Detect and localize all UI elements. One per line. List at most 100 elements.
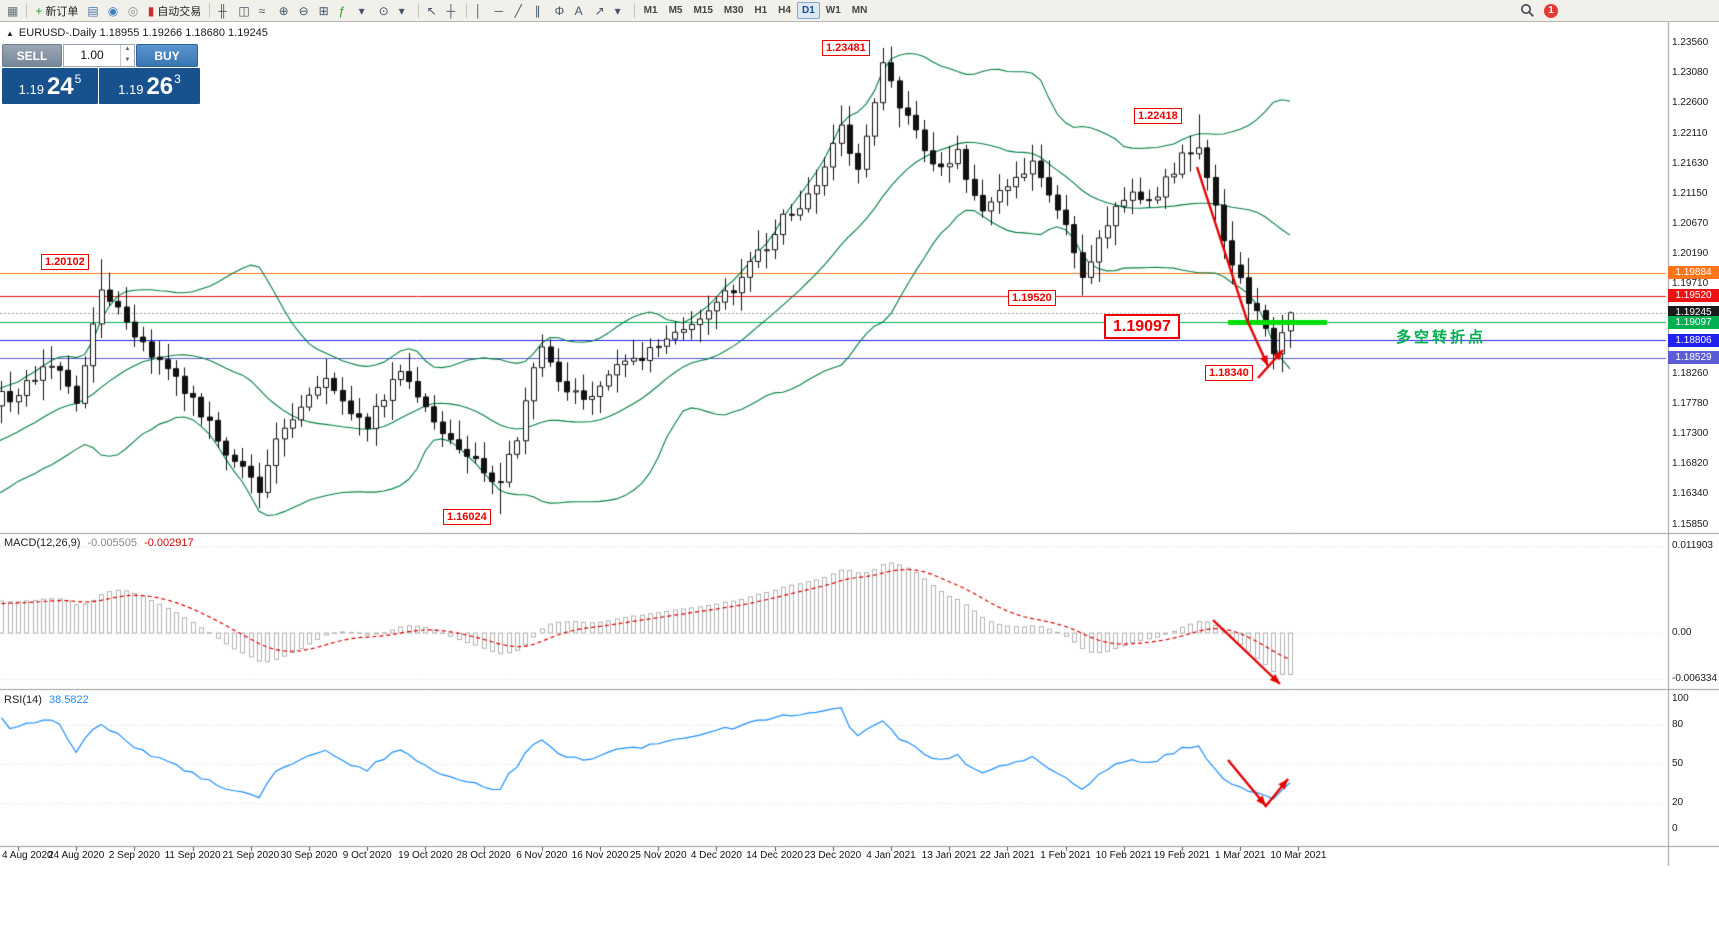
volume-up-icon[interactable]: ▲ bbox=[124, 46, 131, 52]
tile-windows-icon[interactable]: ⊞ bbox=[315, 2, 334, 20]
profiles-icon-glyph: ◉ bbox=[107, 3, 119, 18]
zoom-out-icon-glyph: ⊖ bbox=[298, 3, 309, 18]
zoom-in-icon[interactable]: ⊕ bbox=[275, 2, 294, 20]
price-axis-label: 1.18260 bbox=[1672, 368, 1709, 380]
price-callout[interactable]: 1.22418 bbox=[1134, 108, 1182, 124]
profiles-icon[interactable]: ◉ bbox=[104, 2, 123, 20]
toolbar-separator bbox=[465, 3, 467, 18]
price-axis-label: 1.17780 bbox=[1672, 398, 1709, 410]
rsi-axis-label: 0 bbox=[1672, 823, 1678, 834]
price-axis-label: 1.16820 bbox=[1672, 458, 1709, 470]
price-callout[interactable]: 1.18340 bbox=[1205, 365, 1253, 381]
community-icon[interactable]: ◎ bbox=[124, 2, 143, 20]
rsi-name: RSI(14) bbox=[4, 694, 42, 706]
timeframe-m1[interactable]: M1 bbox=[643, 5, 658, 16]
price-tag-1.19884: 1.19884 bbox=[1668, 266, 1719, 280]
channel-icon[interactable]: ∥ bbox=[531, 2, 550, 20]
indicators-icon[interactable]: ƒ bbox=[335, 2, 354, 20]
channel-icon-glyph: ∥ bbox=[534, 3, 541, 18]
autotrading-button-glyph: ▮ bbox=[147, 3, 155, 18]
new-order-button[interactable]: + 新订单 bbox=[31, 2, 82, 20]
macd-main-value: -0.005505 bbox=[87, 537, 138, 549]
price-callout[interactable]: 1.19520 bbox=[1008, 290, 1056, 306]
trendline-icon-glyph: ╱ bbox=[514, 3, 522, 18]
price-tag-1.18806: 1.18806 bbox=[1668, 333, 1719, 347]
one-click-collapse-icon[interactable]: ▲ bbox=[6, 28, 14, 38]
line-chart-icon[interactable]: ≈ bbox=[255, 2, 274, 20]
vertical-line-icon[interactable]: │ bbox=[471, 2, 490, 20]
notification-badge[interactable]: 1 bbox=[1544, 3, 1558, 18]
periods-icon[interactable]: ⊙ bbox=[375, 2, 394, 20]
search-icon[interactable] bbox=[1520, 3, 1535, 18]
volume-value[interactable]: 1.00 bbox=[80, 48, 104, 62]
ask-price-box[interactable]: 1.19 26 3 bbox=[99, 68, 200, 104]
date-axis-label: 28 Oct 2020 bbox=[456, 850, 511, 861]
toolbar-separator bbox=[209, 3, 211, 18]
date-axis-label: 10 Mar 2021 bbox=[1270, 850, 1327, 861]
timeframe-m30[interactable]: M30 bbox=[723, 5, 744, 16]
price-axis-label: 1.20670 bbox=[1672, 217, 1709, 229]
bar-chart-icon[interactable]: ╫ bbox=[214, 2, 233, 20]
date-axis-label: 1 Mar 2021 bbox=[1214, 850, 1266, 861]
trendline-icon[interactable]: ╱ bbox=[511, 2, 530, 20]
chart-window-icon[interactable]: ▦ bbox=[3, 2, 22, 20]
price-callout[interactable]: 1.16024 bbox=[443, 509, 491, 525]
price-tag-1.18529: 1.18529 bbox=[1668, 351, 1719, 365]
turning-point-note[interactable]: 多空转折点 bbox=[1396, 329, 1487, 346]
periods-dropdown-icon[interactable]: ▾ bbox=[395, 2, 414, 20]
buy-button[interactable]: BUY bbox=[136, 44, 198, 67]
price-callout[interactable]: 1.19097 bbox=[1104, 314, 1180, 339]
text-icon-glyph: A bbox=[574, 3, 583, 18]
fibonacci-icon[interactable]: Φ bbox=[551, 2, 570, 20]
toolbar-separator bbox=[417, 3, 419, 18]
horizontal-line-icon[interactable]: ─ bbox=[491, 2, 510, 20]
candlestick-chart-icon[interactable]: ◫ bbox=[234, 2, 253, 20]
crosshair-icon-glyph: ┼ bbox=[446, 3, 456, 18]
one-click-trading-panel: SELL 1.00 ▲ ▼ BUY 1.19 24 5 1.19 26 3 bbox=[2, 44, 200, 104]
rsi-label: RSI(14) 38.5822 bbox=[4, 694, 93, 706]
timeframe-mn[interactable]: MN bbox=[851, 5, 868, 16]
bid-price-box[interactable]: 1.19 24 5 bbox=[2, 68, 98, 104]
date-axis-label: 13 Jan 2021 bbox=[921, 850, 977, 861]
text-icon[interactable]: A bbox=[571, 2, 590, 20]
price-callout[interactable]: 1.20102 bbox=[41, 254, 89, 270]
main-toolbar: ▦ + 新订单 ▤ ◉ ◎ ▮ 自动交易 ╫ ◫ ≈ ⊕ ⊖ ⊞ ƒ ▾ ⊙ ▾ ↖ ┼ │ ─ ╱ ∥ Φ A ↗ ▾ M1 M5 M15… bbox=[0, 0, 1719, 22]
timeframe-h1[interactable]: H1 bbox=[754, 5, 768, 16]
price-axis-label: 1.19710 bbox=[1672, 277, 1709, 289]
price-axis-label: 1.23080 bbox=[1672, 67, 1709, 78]
shapes-dropdown-icon[interactable]: ▾ bbox=[611, 2, 630, 20]
timeframe-h4[interactable]: H4 bbox=[778, 5, 791, 16]
bid-handle: 1.19 bbox=[18, 82, 44, 97]
volume-down-icon[interactable]: ▼ bbox=[124, 56, 131, 63]
indicators-dropdown-icon[interactable]: ▾ bbox=[355, 2, 374, 20]
crosshair-icon[interactable]: ┼ bbox=[443, 2, 462, 20]
macd-axis-label: -0.006334 bbox=[1672, 673, 1718, 685]
zoom-out-icon[interactable]: ⊖ bbox=[295, 2, 314, 20]
community-icon-glyph: ◎ bbox=[127, 3, 139, 18]
price-axis-label: 1.17300 bbox=[1672, 428, 1709, 440]
cursor-icon[interactable]: ↖ bbox=[423, 2, 442, 20]
chart-ohlc-header: ▲ EURUSD-.Daily 1.18955 1.19266 1.18680 … bbox=[6, 27, 268, 39]
price-callout[interactable]: 1.23481 bbox=[822, 40, 870, 56]
timeframe-w1[interactable]: W1 bbox=[825, 5, 841, 16]
toolbar-separator bbox=[26, 3, 28, 18]
timeframe-d1[interactable]: D1 bbox=[796, 2, 820, 19]
price-axis-label: 1.21630 bbox=[1672, 157, 1709, 169]
date-axis-label: 25 Nov 2020 bbox=[629, 850, 687, 861]
date-axis-label: 19 Feb 2021 bbox=[1153, 850, 1211, 861]
toolbar-right: 1 bbox=[1520, 3, 1558, 18]
autotrading-button[interactable]: ▮ 自动交易 bbox=[144, 2, 206, 20]
new-order-button-glyph: + bbox=[35, 3, 43, 18]
arrows-icon[interactable]: ↗ bbox=[591, 2, 610, 20]
sell-button[interactable]: SELL bbox=[2, 44, 62, 67]
zoom-in-icon-glyph: ⊕ bbox=[278, 3, 289, 18]
volume-spinner[interactable]: ▲ ▼ bbox=[120, 45, 134, 66]
new-chart-icon[interactable]: ▤ bbox=[83, 2, 102, 20]
timeframe-m5[interactable]: M5 bbox=[668, 5, 683, 16]
tile-windows-icon-glyph: ⊞ bbox=[318, 3, 329, 18]
price-axis-label: 1.16340 bbox=[1672, 488, 1709, 500]
periods-dropdown-icon-glyph: ▾ bbox=[398, 3, 405, 18]
timeframe-m15[interactable]: M15 bbox=[693, 5, 713, 16]
volume-input[interactable]: 1.00 ▲ ▼ bbox=[63, 44, 135, 67]
